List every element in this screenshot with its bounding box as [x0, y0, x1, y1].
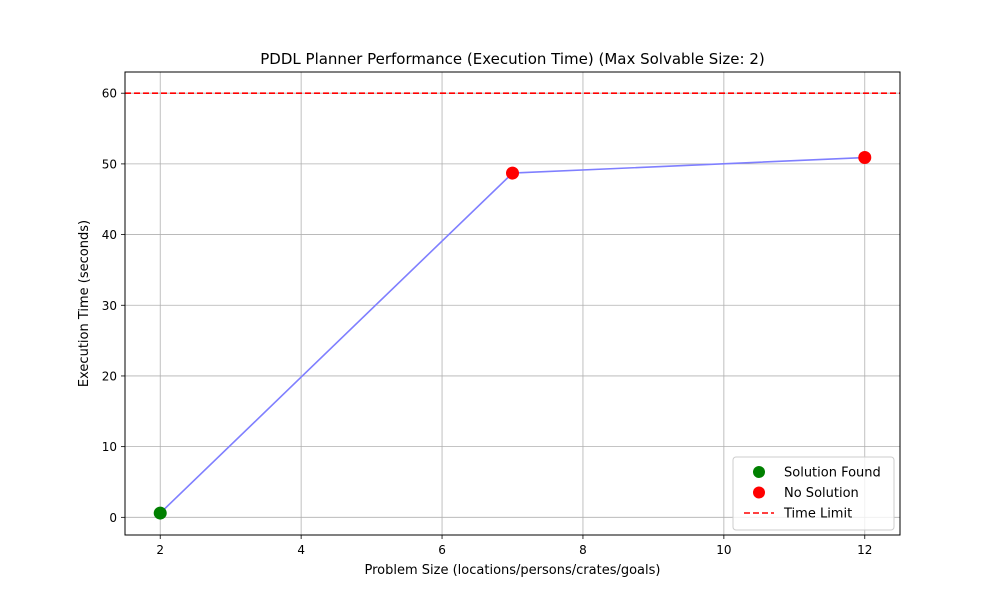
y-tick-label: 10: [102, 440, 117, 454]
y-tick-label: 50: [102, 157, 117, 171]
chart-title: PDDL Planner Performance (Execution Time…: [260, 50, 765, 68]
x-tick-label: 6: [438, 543, 446, 557]
legend-label: Time Limit: [783, 507, 852, 522]
x-tick-label: 10: [716, 543, 731, 557]
y-tick-label: 20: [102, 369, 117, 383]
legend-marker: [753, 486, 765, 499]
y-tick-label: 30: [102, 299, 117, 313]
data-point: [153, 506, 167, 520]
data-point: [858, 151, 872, 165]
x-axis-label: Problem Size (locations/persons/crates/g…: [365, 563, 661, 578]
legend-marker: [753, 466, 765, 478]
y-tick-label: 40: [102, 228, 117, 242]
x-tick-label: 8: [579, 543, 587, 557]
plot-frame: [124, 71, 901, 536]
x-tick-label: 2: [156, 543, 164, 557]
plot-content: [125, 92, 900, 520]
x-tick-label: 4: [297, 543, 305, 557]
x-tick-label: 12: [857, 543, 872, 557]
legend-label: No Solution: [784, 486, 859, 501]
y-axis-label: Execution Time (seconds): [77, 220, 92, 387]
legend-box: [732, 456, 895, 531]
y-axis: 0 10 20 30 40 50 60: [102, 87, 125, 525]
legend-label: Solution Found: [784, 466, 881, 481]
x-axis: 2 4 6 8 10 12: [156, 535, 872, 557]
y-tick-label: 60: [102, 87, 117, 101]
data-point: [506, 166, 519, 180]
legend: Solution Found No Solution Time Limit: [732, 456, 895, 531]
y-tick-label: 0: [109, 511, 117, 525]
